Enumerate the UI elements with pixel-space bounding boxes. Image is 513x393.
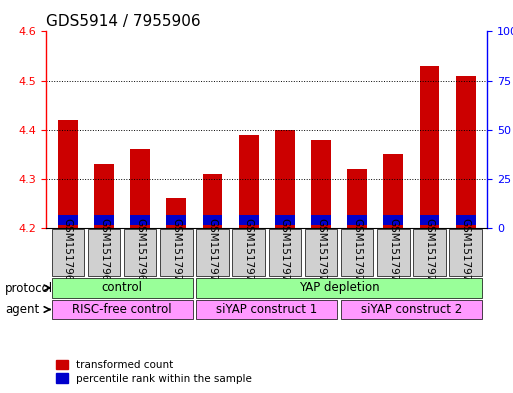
FancyBboxPatch shape <box>124 229 156 276</box>
Text: RISC-free control: RISC-free control <box>72 303 172 316</box>
Text: GDS5914 / 7955906: GDS5914 / 7955906 <box>46 14 201 29</box>
Bar <box>58 120 78 228</box>
Text: GSM1517974: GSM1517974 <box>316 217 326 288</box>
FancyBboxPatch shape <box>196 300 337 319</box>
Text: GSM1517972: GSM1517972 <box>244 217 254 288</box>
Legend: transformed count, percentile rank within the sample: transformed count, percentile rank withi… <box>51 356 256 388</box>
Text: siYAP construct 1: siYAP construct 1 <box>216 303 318 316</box>
FancyBboxPatch shape <box>341 229 373 276</box>
Bar <box>347 215 367 226</box>
FancyBboxPatch shape <box>160 229 192 276</box>
FancyBboxPatch shape <box>305 229 337 276</box>
Bar <box>456 215 476 226</box>
Text: GSM1517971: GSM1517971 <box>208 217 218 288</box>
Text: GSM1517968: GSM1517968 <box>99 217 109 288</box>
Bar <box>275 130 295 228</box>
FancyBboxPatch shape <box>52 229 84 276</box>
Bar <box>130 215 150 226</box>
Bar <box>420 66 440 228</box>
Text: GSM1517969: GSM1517969 <box>135 217 145 288</box>
Bar <box>383 154 403 228</box>
Text: agent: agent <box>5 303 40 316</box>
Bar <box>58 215 78 226</box>
FancyBboxPatch shape <box>232 229 265 276</box>
Bar <box>203 215 223 226</box>
FancyBboxPatch shape <box>196 229 229 276</box>
Bar <box>166 215 186 226</box>
Bar <box>94 215 114 226</box>
Text: siYAP construct 2: siYAP construct 2 <box>361 303 462 316</box>
FancyBboxPatch shape <box>196 278 482 298</box>
Text: protocol: protocol <box>5 282 53 296</box>
Bar <box>456 76 476 228</box>
FancyBboxPatch shape <box>269 229 301 276</box>
FancyBboxPatch shape <box>52 278 192 298</box>
Bar <box>203 174 223 228</box>
Text: control: control <box>102 281 143 294</box>
Text: GSM1517978: GSM1517978 <box>461 217 470 288</box>
FancyBboxPatch shape <box>449 229 482 276</box>
Text: GSM1517976: GSM1517976 <box>388 217 398 288</box>
Text: YAP depletion: YAP depletion <box>299 281 380 294</box>
FancyBboxPatch shape <box>377 229 409 276</box>
Bar <box>383 215 403 226</box>
Text: GSM1517975: GSM1517975 <box>352 217 362 288</box>
Bar <box>311 215 331 226</box>
Bar <box>311 140 331 228</box>
Bar <box>94 164 114 228</box>
Bar <box>130 149 150 228</box>
Bar <box>239 215 259 226</box>
Bar <box>166 198 186 228</box>
FancyBboxPatch shape <box>341 300 482 319</box>
Text: GSM1517977: GSM1517977 <box>424 217 435 288</box>
Text: GSM1517973: GSM1517973 <box>280 217 290 288</box>
FancyBboxPatch shape <box>88 229 121 276</box>
Bar <box>420 215 440 226</box>
Bar <box>275 215 295 226</box>
Text: GSM1517970: GSM1517970 <box>171 218 182 287</box>
Text: GSM1517967: GSM1517967 <box>63 217 73 288</box>
FancyBboxPatch shape <box>52 300 192 319</box>
FancyBboxPatch shape <box>413 229 446 276</box>
Bar <box>347 169 367 228</box>
Bar <box>239 135 259 228</box>
